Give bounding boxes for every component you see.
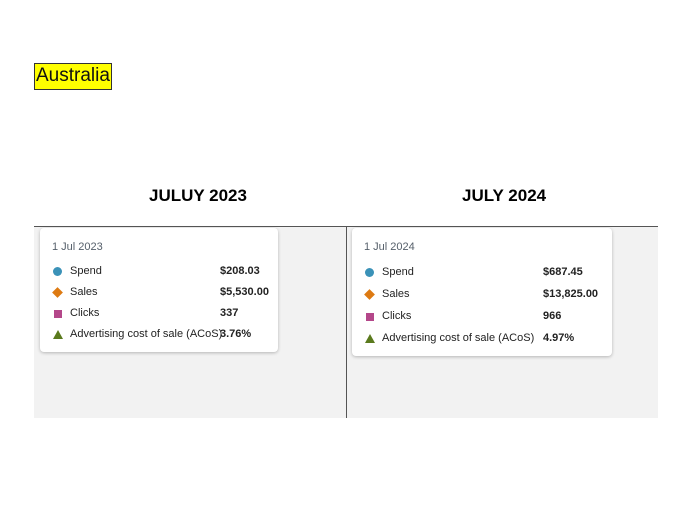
metric-name: Clicks (70, 307, 100, 319)
tooltip-date: 1 Jul 2024 (364, 241, 415, 253)
metric-value: $687.45 (543, 266, 583, 278)
chart-panel-2024: 1 Jul 2024 Spend $687.45 Sales $13,825.0… (347, 226, 658, 418)
metric-name: Spend (70, 265, 102, 277)
metric-value: $5,530.00 (220, 286, 269, 298)
metrics-tooltip: 1 Jul 2024 Spend $687.45 Sales $13,825.0… (352, 228, 612, 356)
square-marker-icon (54, 310, 62, 318)
metric-value: $13,825.00 (543, 288, 599, 300)
diamond-marker-icon (52, 287, 63, 298)
circle-marker-icon (53, 267, 62, 276)
metric-name: Advertising cost of sale (ACoS) (70, 328, 223, 340)
metric-name: Advertising cost of sale (ACoS) (382, 332, 535, 344)
metric-row-sales: Sales $13,825.00 (352, 287, 612, 303)
diamond-marker-icon (364, 289, 375, 300)
column-heading-2023: JULUY 2023 (149, 186, 247, 205)
metric-name: Clicks (382, 310, 412, 322)
metric-row-spend: Spend $208.03 (40, 264, 278, 280)
metric-row-clicks: Clicks 966 (352, 309, 612, 325)
metric-row-spend: Spend $687.45 (352, 265, 612, 281)
metric-value: 4.97% (543, 332, 575, 344)
metric-name: Sales (70, 286, 98, 298)
metric-row-acos: Advertising cost of sale (ACoS) 4.97% (352, 331, 612, 347)
metric-name: Spend (382, 266, 414, 278)
metric-row-sales: Sales $5,530.00 (40, 285, 278, 301)
tooltip-date: 1 Jul 2023 (52, 241, 103, 253)
metric-value: 966 (543, 310, 562, 322)
metric-value: $208.03 (220, 265, 260, 277)
column-heading-2024: JULY 2024 (462, 186, 547, 205)
metric-value: 337 (220, 307, 239, 319)
metric-name: Sales (382, 288, 410, 300)
triangle-marker-icon (53, 330, 63, 339)
region-label: Australia (34, 63, 112, 90)
triangle-marker-icon (365, 334, 375, 343)
chart-panel-2023: 1 Jul 2023 Spend $208.03 Sales $5,530.00… (34, 226, 347, 418)
metric-row-acos: Advertising cost of sale (ACoS) 3.76% (40, 327, 278, 343)
circle-marker-icon (365, 268, 374, 277)
metric-row-clicks: Clicks 337 (40, 306, 278, 322)
metrics-tooltip: 1 Jul 2023 Spend $208.03 Sales $5,530.00… (40, 228, 278, 352)
square-marker-icon (366, 313, 374, 321)
metric-value: 3.76% (220, 328, 252, 340)
